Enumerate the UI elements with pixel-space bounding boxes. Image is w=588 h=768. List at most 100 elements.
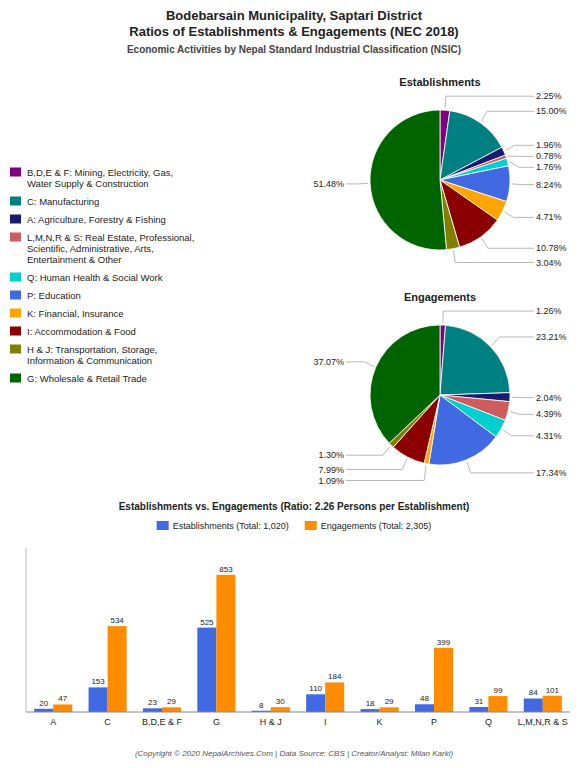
legend-label: I: Accommodation & Food (27, 326, 136, 337)
bar (108, 626, 127, 712)
x-tick-label: I (324, 717, 327, 727)
bar (469, 707, 488, 712)
legend-label-line: B,D,E & F: Mining, Electricity, Gas, (27, 167, 173, 178)
bar (543, 696, 562, 712)
legend-label-line: Water Supply & Construction (27, 178, 149, 189)
legend-swatch (10, 374, 21, 383)
data-label: 23 (148, 698, 157, 707)
pie (370, 325, 510, 465)
label-leader (346, 183, 368, 185)
data-label: 31 (474, 697, 483, 706)
data-label: 23.21% (536, 332, 567, 342)
data-label: 30 (276, 697, 285, 706)
pie-title: Establishments (399, 76, 480, 88)
data-label: 153 (91, 677, 105, 686)
data-label: 2.04% (536, 393, 562, 403)
data-label: 399 (437, 638, 451, 647)
label-leader (346, 466, 426, 481)
pie-labels: 2.25%15.00%1.96%0.78%1.76%8.24%4.71%10.7… (313, 91, 566, 267)
data-label: 1.96% (536, 140, 562, 150)
data-label: 51.48% (313, 179, 344, 189)
x-axis-line (26, 712, 570, 713)
x-tick-label: G (213, 717, 220, 727)
bars (34, 575, 562, 712)
x-tick-label: K (377, 717, 383, 727)
x-tick-label: B,D,E & F (142, 717, 183, 727)
legend-label-line: K: Financial, Insurance (27, 308, 124, 319)
label-leader (512, 397, 534, 398)
y-axis-line (26, 548, 27, 712)
data-label: 18 (366, 699, 375, 708)
page-title: Bodebarsain Municipality, Saptari Distri… (166, 8, 423, 23)
x-tick-label: L,M,N,R & S (518, 717, 568, 727)
x-tick-label: Q (485, 717, 492, 727)
bar (216, 575, 235, 712)
data-label: 853 (219, 565, 233, 574)
data-label: 4.39% (536, 409, 562, 419)
bar (197, 628, 216, 712)
legend-label: G: Wholesale & Retail Trade (27, 373, 147, 384)
chart-root: Bodebarsain Municipality, Saptari Distri… (0, 0, 588, 768)
pie-slice (370, 110, 447, 250)
legend-swatch (10, 215, 21, 224)
label-leader (481, 111, 534, 121)
legend-label: K: Financial, Insurance (27, 308, 124, 319)
legend-label-line: Q: Human Health & Social Work (27, 272, 163, 283)
data-label: 4.71% (536, 212, 562, 222)
data-label: 3.04% (536, 258, 562, 268)
x-tick-label: P (431, 717, 437, 727)
label-leader (445, 96, 534, 108)
legend-swatch (305, 521, 317, 530)
label-leader (453, 251, 534, 263)
data-label: 8.24% (536, 180, 562, 190)
data-label: 7.99% (318, 465, 344, 475)
bar (415, 704, 434, 712)
legend-label: L,M,N,R & S: Real Estate, Professional,S… (27, 232, 194, 265)
bar (271, 707, 290, 712)
data-label: 525 (200, 618, 214, 627)
data-label: 110 (309, 684, 322, 693)
legend-label: Engagements (Total: 2,305) (321, 521, 432, 531)
data-label: 1.26% (536, 306, 562, 316)
bar (162, 707, 181, 712)
data-label: 1.30% (318, 450, 344, 460)
bar (325, 682, 344, 712)
pie-slice (440, 325, 510, 395)
data-label: 8 (259, 701, 264, 710)
data-label: 0.78% (536, 151, 562, 161)
page-subtitle: Economic Activities by Nepal Standard In… (127, 44, 461, 55)
label-leader (510, 412, 534, 415)
label-leader (443, 311, 534, 323)
legend-label-line: Entertainment & Other (27, 254, 122, 265)
data-label: 20 (39, 699, 48, 708)
legend-label: B,D,E & F: Mining, Electricity, Gas,Wate… (27, 167, 173, 189)
legend-label: A: Agriculture, Forestry & Fishing (27, 214, 166, 225)
bar (89, 687, 108, 712)
bar-labels: 2015323525811018483184475342985330184293… (39, 565, 559, 710)
legend-label: Establishments (Total: 1,020) (173, 521, 289, 531)
legend-swatch (157, 521, 169, 530)
bar (434, 648, 453, 712)
x-tick-label: C (104, 717, 111, 727)
bar (306, 694, 325, 712)
label-leader (492, 337, 534, 345)
data-label: 101 (546, 686, 560, 695)
legend-label-line: I: Accommodation & Food (27, 326, 136, 337)
legend-swatch (10, 233, 21, 242)
label-leader (346, 362, 374, 367)
legend-label-line: A: Agriculture, Forestry & Fishing (27, 214, 166, 225)
bar (524, 698, 543, 712)
pie-legend: B,D,E & F: Mining, Electricity, Gas,Wate… (10, 167, 194, 384)
label-leader (506, 145, 534, 150)
pie-slice (429, 395, 496, 465)
data-label: 48 (420, 694, 429, 703)
x-tick-label: H & J (260, 717, 282, 727)
data-label: 534 (110, 616, 124, 625)
legend-label-line: H & J: Transportation, Storage, (27, 344, 157, 355)
pie-labels: 1.26%23.21%2.04%4.39%4.31%17.34%1.09%7.9… (313, 306, 566, 485)
legend-swatch (10, 327, 21, 336)
label-leader (467, 462, 534, 473)
legend-swatch (10, 168, 21, 177)
label-leader (503, 430, 534, 436)
data-label: 1.09% (318, 476, 344, 486)
